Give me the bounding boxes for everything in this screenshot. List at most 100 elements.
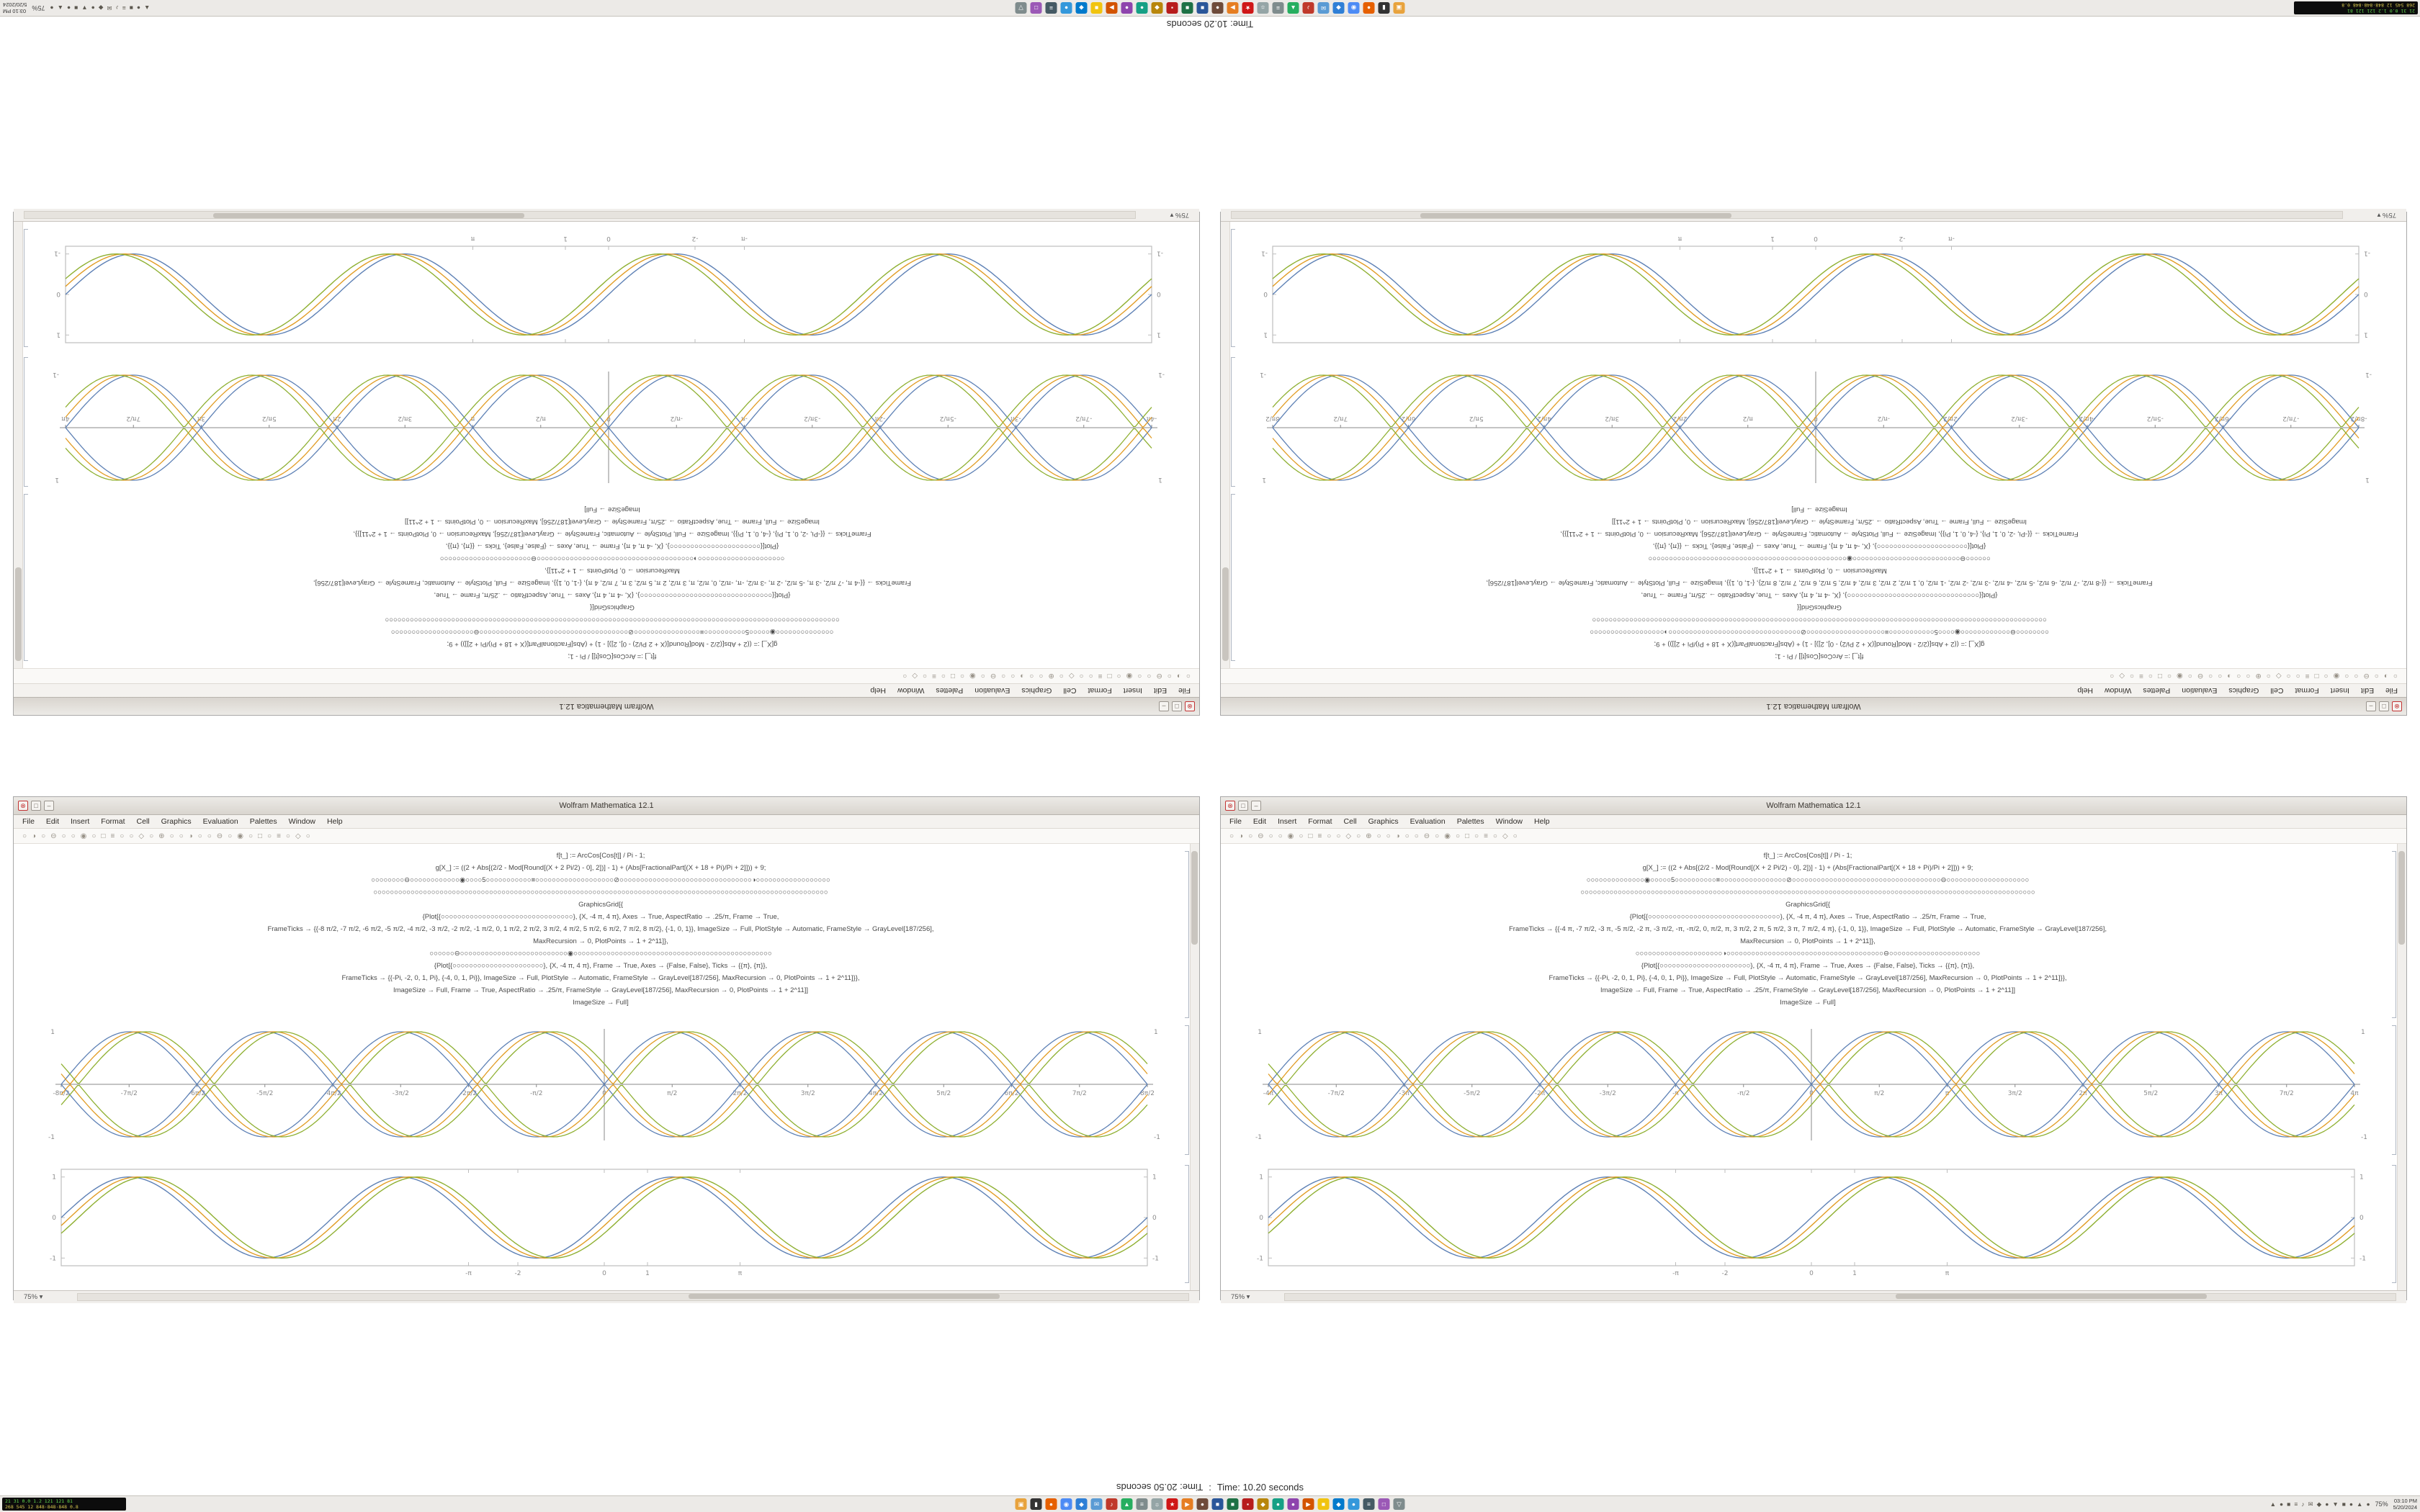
- toolbar-icon[interactable]: ○: [305, 832, 310, 840]
- toolbar-icon[interactable]: ○: [129, 832, 134, 840]
- toolbar-icon[interactable]: ◇: [138, 832, 145, 840]
- tray-icon[interactable]: ●: [50, 4, 54, 12]
- taskbar-clock[interactable]: 03:10 PM 5/20/2024: [2393, 1498, 2417, 1511]
- menu-item[interactable]: File: [1178, 686, 1191, 695]
- toolbar-icon[interactable]: □: [1107, 672, 1112, 680]
- taskbar-app-icon-notes[interactable]: ■: [1090, 2, 1103, 14]
- toolbar-icon[interactable]: ◑: [1395, 832, 1400, 840]
- tray-icon[interactable]: ≡: [2294, 1500, 2298, 1508]
- menu-item[interactable]: Palettes: [249, 817, 277, 826]
- menu-item[interactable]: Graphics: [1368, 817, 1399, 826]
- toolbar-icon[interactable]: ○: [1474, 832, 1479, 840]
- taskbar-app-icon-media-player[interactable]: ▶: [1181, 1498, 1193, 1510]
- input-cell-bracket[interactable]: [1231, 494, 1235, 661]
- menu-item[interactable]: Graphics: [161, 817, 192, 826]
- toolbar-icon[interactable]: ○: [2374, 672, 2379, 680]
- window-minimize-button[interactable]: –: [1159, 701, 1169, 711]
- horizontal-scrollbar-thumb[interactable]: [1896, 1294, 2207, 1299]
- menu-item[interactable]: Window: [897, 686, 925, 695]
- tray-icon[interactable]: ▼: [81, 4, 88, 12]
- toolbar-icon[interactable]: ◇: [912, 672, 918, 680]
- toolbar-icon[interactable]: ○: [91, 832, 97, 840]
- taskbar-app-icon-pdf-reader[interactable]: ▪: [1242, 1498, 1254, 1510]
- horizontal-scrollbar[interactable]: [1284, 1293, 2396, 1301]
- taskbar-app-icon-archive-manager[interactable]: ◆: [1151, 2, 1163, 14]
- menu-item[interactable]: Graphics: [2228, 686, 2259, 695]
- taskbar-app-icon-code-editor[interactable]: ◆: [1075, 1498, 1088, 1510]
- taskbar-app-icon-file-manager[interactable]: ▣: [1393, 2, 1405, 14]
- zoom-selector[interactable]: 75% ▾: [24, 1293, 42, 1301]
- taskbar-app-icon-screenshot-tool[interactable]: □: [1378, 1498, 1390, 1510]
- toolbar-icon[interactable]: ○: [1299, 832, 1304, 840]
- taskbar-app-icon-mail[interactable]: ✉: [1317, 2, 1330, 14]
- input-cell-bracket[interactable]: [1185, 851, 1189, 1018]
- toolbar-icon[interactable]: ○: [248, 832, 253, 840]
- horizontal-scrollbar[interactable]: [77, 1293, 1189, 1301]
- toolbar-icon[interactable]: ⊕: [1366, 832, 1372, 840]
- toolbar-icon[interactable]: ⊕: [158, 832, 165, 840]
- menu-item[interactable]: Insert: [71, 817, 90, 826]
- tray-icon[interactable]: ◆: [2316, 1500, 2322, 1508]
- toolbar-icon[interactable]: ○: [228, 832, 233, 840]
- menu-item[interactable]: Edit: [1252, 817, 1267, 826]
- taskbar-app-icon-calculator[interactable]: ≡: [1272, 2, 1284, 14]
- toolbar-icon[interactable]: ○: [1010, 672, 1016, 680]
- toolbar-icon[interactable]: ○: [902, 672, 908, 680]
- output-cell-bracket[interactable]: [2392, 1165, 2396, 1283]
- taskbar-app-icon-image-viewer[interactable]: ▲: [1121, 1498, 1133, 1510]
- toolbar-icon[interactable]: ◉: [969, 672, 976, 680]
- tray-icon[interactable]: ●: [2366, 1500, 2370, 1508]
- toolbar-icon[interactable]: ○: [2266, 672, 2271, 680]
- toolbar-icon[interactable]: ⊕: [2255, 672, 2262, 680]
- toolbar-icon[interactable]: ○: [1404, 832, 1410, 840]
- toolbar-icon[interactable]: ○: [2187, 672, 2192, 680]
- toolbar-icon[interactable]: ○: [2323, 672, 2329, 680]
- window-titlebar[interactable]: ⊗ □ – Wolfram Mathematica 12.1: [1221, 797, 2406, 815]
- toolbar-icon[interactable]: ○: [2218, 672, 2223, 680]
- tray-icon[interactable]: ▲: [57, 4, 63, 12]
- menu-item[interactable]: Cell: [1063, 686, 1077, 695]
- toolbar-icon[interactable]: ◑: [2383, 672, 2388, 680]
- taskbar-app-icon-screenshot-tool[interactable]: □: [1030, 2, 1042, 14]
- tray-icon[interactable]: ✉: [2308, 1500, 2313, 1508]
- taskbar-app-icon-settings[interactable]: ☼: [1257, 2, 1269, 14]
- toolbar-icon[interactable]: ⊖: [1258, 832, 1264, 840]
- menu-item[interactable]: Window: [1495, 817, 1523, 826]
- toolbar-icon[interactable]: ○: [923, 672, 928, 680]
- window-close-button[interactable]: ⊗: [2392, 701, 2402, 711]
- window-maximize-button[interactable]: □: [31, 801, 41, 811]
- toolbar-icon[interactable]: ≡: [277, 832, 281, 840]
- toolbar-icon[interactable]: ○: [2393, 672, 2398, 680]
- toolbar-icon[interactable]: ○: [941, 672, 946, 680]
- menu-item[interactable]: Palettes: [2143, 686, 2171, 695]
- toolbar-icon[interactable]: ⊖: [50, 832, 57, 840]
- taskbar-app-icon-mail[interactable]: ✉: [1090, 1498, 1103, 1510]
- toolbar-icon[interactable]: ◇: [1502, 832, 1508, 840]
- toolbar-icon[interactable]: ○: [1137, 672, 1142, 680]
- toolbar-icon[interactable]: ≡: [1098, 672, 1103, 680]
- toolbar-icon[interactable]: ○: [1376, 832, 1381, 840]
- taskbar-app-icon-trash[interactable]: ▽: [1015, 2, 1027, 14]
- taskbar-app-icon-archive-manager[interactable]: ◆: [1257, 1498, 1269, 1510]
- tray-icon[interactable]: ●: [2325, 1500, 2329, 1508]
- toolbar-icon[interactable]: ○: [2110, 672, 2115, 680]
- window-minimize-button[interactable]: –: [1251, 801, 1261, 811]
- vertical-scrollbar-thumb[interactable]: [1191, 851, 1198, 945]
- toolbar-icon[interactable]: ○: [1455, 832, 1460, 840]
- menu-item[interactable]: File: [22, 817, 35, 826]
- output-cell-bracket[interactable]: [1231, 357, 1235, 487]
- horizontal-scrollbar[interactable]: [24, 211, 1136, 219]
- toolbar-icon[interactable]: ○: [120, 832, 125, 840]
- tray-icon[interactable]: ◆: [98, 4, 104, 12]
- horizontal-scrollbar[interactable]: [1231, 211, 2343, 219]
- toolbar-icon[interactable]: ○: [1039, 672, 1044, 680]
- taskbar-app-icon-ide[interactable]: ◆: [1075, 2, 1088, 14]
- toolbar-icon[interactable]: ◑: [188, 832, 193, 840]
- menu-item[interactable]: Evaluation: [2182, 686, 2218, 695]
- toolbar-icon[interactable]: ◉: [1126, 672, 1133, 680]
- taskbar-app-icon-writer[interactable]: ■: [1211, 1498, 1224, 1510]
- menu-item[interactable]: Evaluation: [202, 817, 238, 826]
- taskbar-app-icon-spreadsheet[interactable]: ■: [1181, 2, 1193, 14]
- tray-icon[interactable]: ●: [2349, 1500, 2354, 1508]
- taskbar-app-icon-firefox[interactable]: ●: [1045, 1498, 1057, 1510]
